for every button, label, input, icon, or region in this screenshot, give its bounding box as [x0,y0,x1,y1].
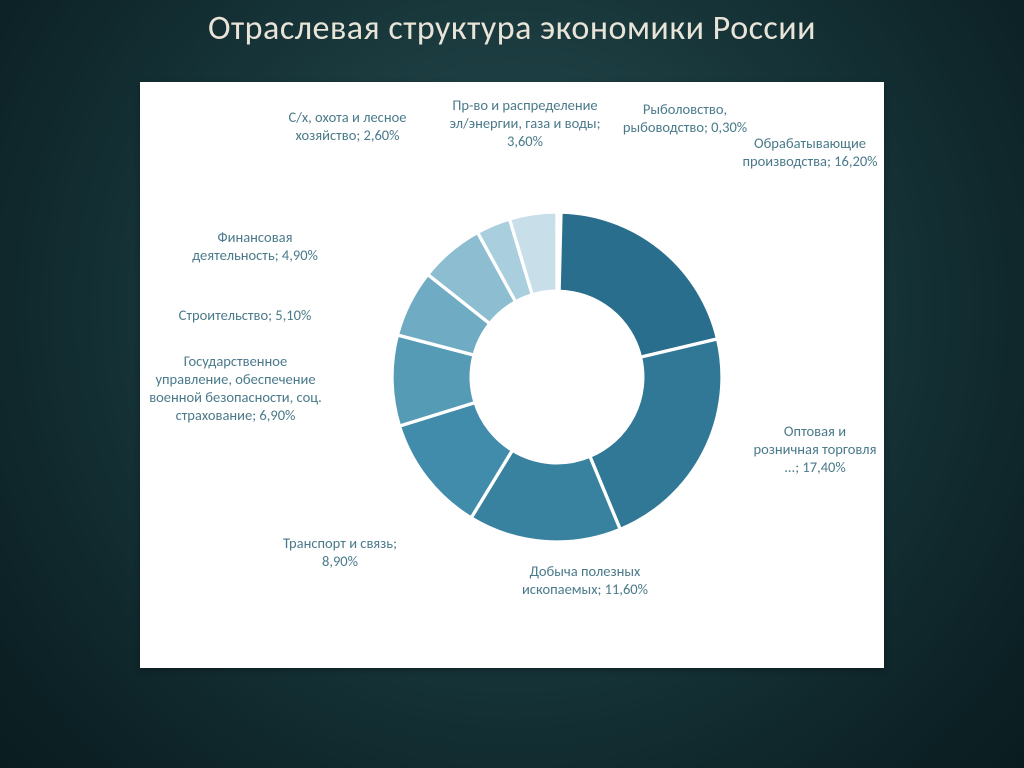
slice-label: Пр-во и распределение эл/энергии, газа и… [445,96,605,150]
slice-label: Добыча полезных ископаемых; 11,60% [510,562,660,598]
slide-background: Отраслевая структура экономики России Ры… [0,0,1024,768]
chart-card: Рыболовство, рыбоводство; 0,30%Обрабатыв… [140,82,884,668]
slice-label: Рыболовство, рыбоводство; 0,30% [620,100,750,136]
slice-label: Оптовая и розничная торговля ...; 17,40% [750,422,880,476]
slice-label: Строительство; 5,10% [170,306,320,324]
slide-title: Отраслевая структура экономики России [0,8,1024,49]
slice-label: Финансовая деятельность; 4,90% [180,228,330,264]
donut-hole [471,291,643,463]
slice-label: Государственное управление, обеспечение … [148,352,323,425]
slice-label: Обрабатывающие производства; 16,20% [740,134,880,170]
donut-chart [392,212,722,542]
slice-label: Транспорт и связь; 8,90% [270,534,410,570]
slice-label: С/х, охота и лесное хозяйство; 2,60% [275,108,420,144]
